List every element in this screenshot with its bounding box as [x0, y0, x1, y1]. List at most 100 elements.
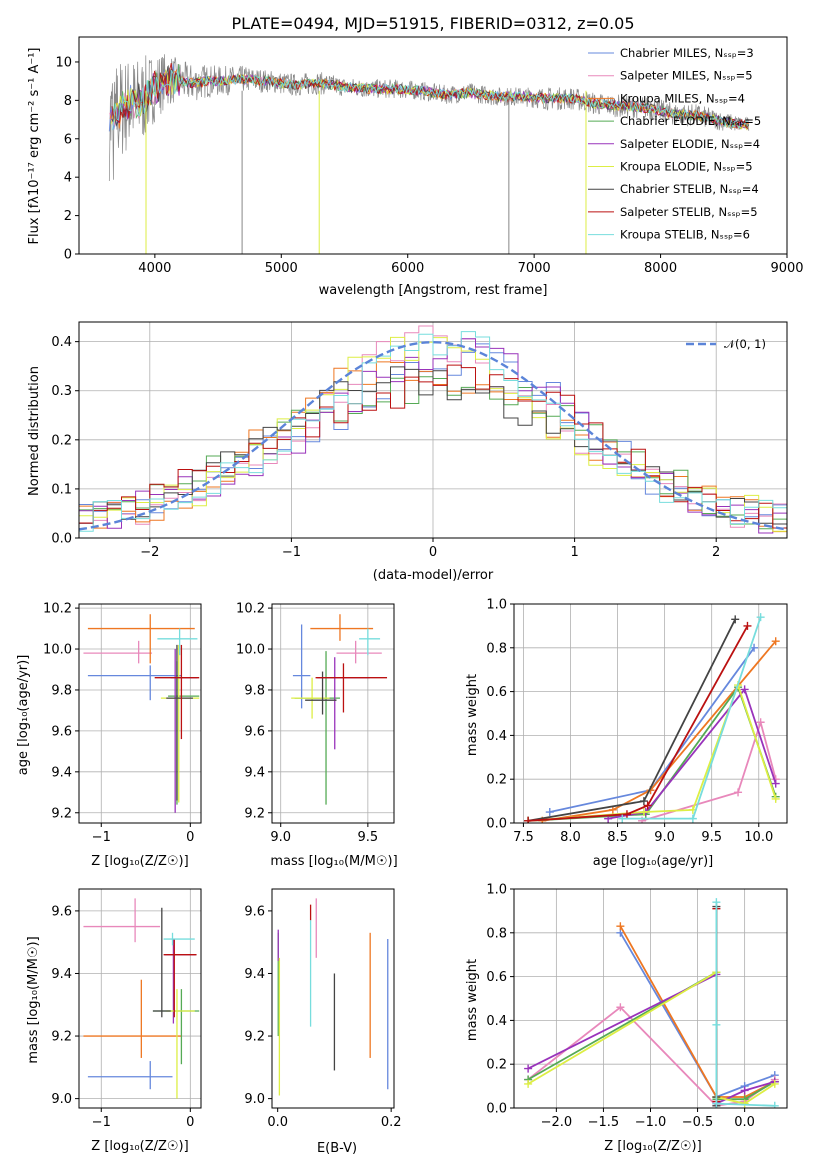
- massweight_vs_age-xtick-label-4: 9.5: [701, 830, 722, 845]
- massweight_vs_Z-xtick-label-1: −1.5: [588, 1115, 620, 1130]
- massweight_vs_Z-series-0: [619, 932, 776, 1099]
- legend-label-2: Kroupa MILES, Nₛₛₚ=4: [620, 91, 745, 105]
- massweight_vs_Z-marker-8-1: [712, 1020, 721, 1029]
- mass-vs-ebv-panel: E(B-V) 0.0 0.2 9.0 9.2 9.4 9.6: [244, 888, 402, 1156]
- residual-histogram-7: [79, 364, 787, 538]
- residuals-ytick-label-0: 0.0: [51, 532, 72, 547]
- age_vs_Z-ytick-label-3: 9.8: [51, 683, 72, 698]
- massweight_vs_Z-marker-8-0: [712, 898, 721, 907]
- age_vs_mass-ytick-label-3: 9.8: [244, 683, 265, 698]
- age_vs_Z-ytick-label-0: 9.2: [51, 806, 72, 821]
- massweight_vs_age-axes-frame: [513, 603, 788, 824]
- residual-axes-frame: [78, 321, 788, 539]
- massweight_vs_age-ytick-label-4: 0.8: [486, 641, 507, 656]
- massweight_vs_Z-marker-5-3: [740, 1099, 749, 1108]
- massweight_vs_Z-ytick-label-0: 0.0: [486, 1102, 507, 1117]
- massweight_vs_age-marker-8-0: [618, 814, 627, 823]
- residuals-xtick-label-3: 1: [570, 545, 578, 560]
- age_vs_mass-xtick-label-1: 9.5: [358, 830, 379, 845]
- mass-weight-vs-metallicity-panel: mass weight −2.0 −1.5 −1.0 −0.5 0.0 0.0 0.2 0.4…: [465, 883, 788, 1154]
- residuals-ytick-label-1: 0.1: [51, 482, 72, 497]
- mass_vs_EBV-xtick-label-1: 0.2: [381, 1115, 402, 1130]
- mass_vs_Z-xtick-label-1: 0: [186, 1115, 194, 1130]
- age_vs_Z-ytick-label-1: 9.4: [51, 765, 72, 780]
- legend-label-6: Chabrier STELIB, Nₛₛₚ=4: [620, 182, 759, 196]
- massweight_vs_age-marker-1-2: [756, 718, 765, 727]
- massweight_vs_Z-axes-frame: [513, 888, 788, 1109]
- legend-label-3: Chabrier ELODIE, Nₛₛₚ=5: [620, 114, 761, 128]
- spectrum-xtick-label-3: 7000: [518, 261, 551, 276]
- residual-histogram-panel: (data-model)/error Normed distribution −…: [27, 321, 788, 583]
- age_vs_mass-ytick-label-0: 9.2: [244, 806, 265, 821]
- massweight_vs_age-ytick-label-2: 0.4: [486, 729, 507, 744]
- spectrum-xtick-label-2: 6000: [391, 261, 424, 276]
- massweight_vs_Z-xtick-label-4: 0.0: [734, 1115, 755, 1130]
- age-vs-metallicity-panel: age [log₁₀(age/yr)] −1 0 9.2 9.4 9.6 9.8 10.0 1…: [16, 602, 202, 869]
- mw-z-ylabel: mass weight: [465, 959, 480, 1041]
- massweight_vs_Z-marker-8-3: [770, 1101, 779, 1108]
- massweight_vs_Z-series-8: [715, 902, 775, 1107]
- massweight_vs_age-marker-0-0: [545, 808, 554, 817]
- spectrum-xtick-label-5: 9000: [770, 261, 803, 276]
- massweight_vs_age-series-7: [528, 625, 749, 822]
- massweight_vs_Z-xlabel: Z [log₁₀(Z/Z☉)]: [604, 1139, 701, 1154]
- mass-ebv-xlabel: E(B-V): [317, 1141, 357, 1156]
- residuals-ytick-label-4: 0.4: [51, 335, 72, 350]
- age_vs_Z-xtick-label-1: 0: [186, 830, 194, 845]
- legend-label-7: Salpeter STELIB, Nₛₛₚ=5: [620, 205, 758, 219]
- massweight_vs_Z-marker-1-1: [616, 1003, 625, 1012]
- legend-label-8: Kroupa STELIB, Nₛₛₚ=6: [620, 228, 750, 242]
- massweight_vs_age-series-2: [542, 640, 777, 822]
- mass_vs_EBV-clip-group: [277, 898, 389, 1096]
- spectrum-ytick-label-5: 10: [55, 55, 72, 70]
- spectrum-ytick-label-3: 6: [64, 132, 72, 147]
- massweight_vs_age-marker-4-3: [771, 779, 780, 788]
- age_vs_mass-ytick-label-2: 9.6: [244, 724, 265, 739]
- spectrum-ylabel: Flux [fλ10⁻¹⁷ erg cm⁻² s⁻¹ A⁻¹]: [27, 48, 42, 245]
- residuals-xtick-label-1: −1: [282, 545, 301, 560]
- age_vs_Z-ytick-label-5: 10.2: [43, 602, 72, 617]
- residuals-xtick-label-4: 2: [712, 545, 720, 560]
- legend-label-5: Kroupa ELODIE, Nₛₛₚ=5: [620, 160, 753, 174]
- massweight_vs_Z-marker-4-3: [740, 1086, 749, 1095]
- massweight_vs_age-ytick-label-0: 0.0: [486, 817, 507, 832]
- age-vs-mass-panel: 9.0 9.5 9.2 9.4 9.6 9.8 10.0 10.2 mass [log₁₀(M/…: [236, 602, 398, 869]
- residual-histogram-8: [79, 331, 787, 538]
- age_vs_mass-ytick-label-5: 10.2: [236, 602, 265, 617]
- mass_vs_Z-xtick-label-0: −1: [92, 1115, 111, 1130]
- model-spectrum-line-8: [111, 69, 749, 131]
- spectrum-clip-group: [108, 54, 750, 254]
- age_vs_Z-xtick-label-0: −1: [92, 830, 111, 845]
- massweight_vs_age-marker-1-1: [734, 788, 743, 797]
- massweight_vs_age-marker-7-2: [643, 801, 652, 810]
- massweight_vs_age-marker-5-4: [771, 794, 780, 803]
- mass_vs_EBV-ytick-label-0: 9.0: [244, 1092, 265, 1107]
- mass_vs_EBV-ytick-label-3: 9.6: [244, 904, 265, 919]
- mass_vs_EBV-axes-frame: [271, 888, 395, 1109]
- massweight_vs_Z-clip-group: [524, 898, 779, 1108]
- mass_vs_EBV-ytick-label-2: 9.4: [244, 967, 265, 982]
- mass_vs_Z-axes-frame: [78, 888, 202, 1109]
- massweight_vs_age-xtick-label-3: 9.0: [654, 830, 675, 845]
- mass_vs_Z-clip-group: [83, 898, 200, 1099]
- residual-histogram-6: [79, 366, 787, 538]
- massweight_vs_Z-marker-5-0: [524, 1079, 533, 1088]
- mass-z-ylabel: mass [log₁₀(M/M☉)]: [26, 936, 41, 1063]
- age_vs_Z-xlabel: Z [log₁₀(Z/Z☉)]: [91, 854, 188, 869]
- age_vs_mass-ytick-label-4: 10.0: [236, 643, 265, 658]
- massweight_vs_age-xtick-label-0: 7.5: [513, 830, 534, 845]
- mass-vs-metallicity-panel: mass [log₁₀(M/M☉)] −1 0 9.0 9.2 9.4 9.6 Z [log…: [26, 888, 202, 1154]
- legend-label-0: Chabrier MILES, Nₛₛₚ=3: [620, 46, 754, 60]
- massweight_vs_Z-marker-2-0: [616, 922, 625, 931]
- massweight_vs_age-marker-7-3: [743, 621, 752, 630]
- age_vs_Z-ytick-label-4: 10.0: [43, 643, 72, 658]
- spectrum-ytick-label-4: 8: [64, 94, 72, 109]
- age_vs_mass-axes-frame: [271, 603, 395, 824]
- mass_vs_EBV-ytick-label-1: 9.2: [244, 1030, 265, 1045]
- mass-weight-vs-age-panel: mass weight 7.5 8.0 8.5 9.0 9.5 10.0 0.0 0.2 0.4…: [465, 598, 788, 869]
- spectrum-xlabel: wavelength [Angstrom, rest frame]: [319, 283, 548, 298]
- massweight_vs_age-marker-8-1: [688, 814, 697, 823]
- spectrum-ytick-label-1: 2: [64, 209, 72, 224]
- massweight_vs_age-marker-8-2: [756, 613, 765, 622]
- mass_vs_EBV-xtick-label-0: 0.0: [267, 1115, 288, 1130]
